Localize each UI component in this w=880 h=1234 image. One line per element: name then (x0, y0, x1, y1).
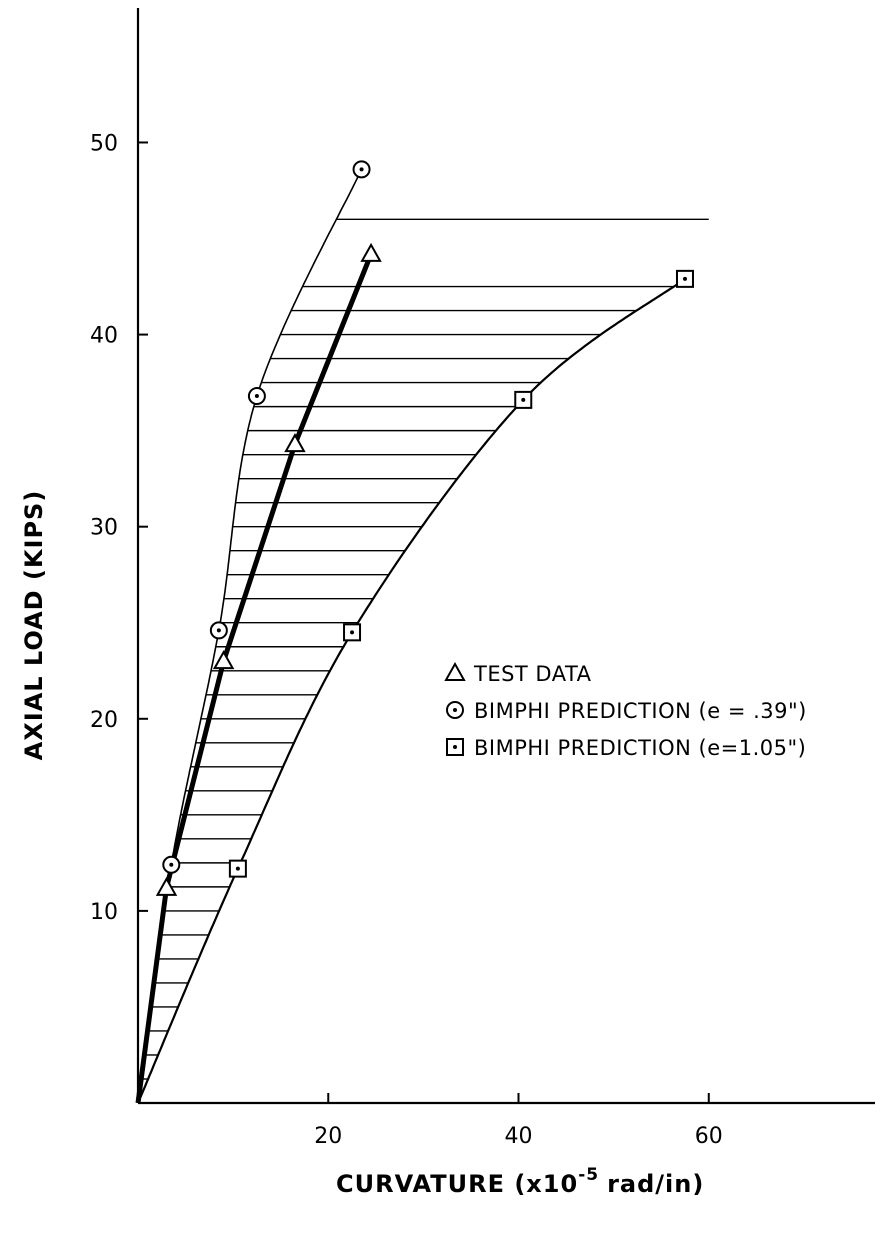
axes (136, 8, 875, 1105)
point-bimphi-105-dot (682, 276, 687, 281)
point-test-data (155, 876, 178, 896)
tick-labels: 20 40 60 10 20 30 40 50 (90, 131, 723, 1149)
legend-label-bimphi-039: BIMPHI PREDICTION (e = .39") (474, 699, 807, 723)
point-bimphi-039-dot (216, 628, 221, 633)
point-bimphi-105-dot (350, 630, 355, 635)
x-axis-title-unit: rad/in) (607, 1170, 704, 1198)
x-axis-title-exponent: -5 (578, 1165, 599, 1185)
y-axis-title: AXIAL LOAD (KIPS) (20, 490, 48, 761)
legend-square-marker (446, 738, 464, 756)
legend-triangle-marker (444, 661, 466, 681)
point-bimphi-039-dot (169, 862, 174, 867)
point-bimphi-039-dot (359, 167, 364, 172)
x-tick-label: 20 (314, 1124, 342, 1149)
x-tick-label: 60 (695, 1124, 723, 1149)
series-markers (155, 160, 694, 896)
x-tick-label: 40 (505, 1124, 533, 1149)
y-tick-label: 20 (90, 708, 118, 733)
y-tick-label: 30 (90, 516, 118, 541)
point-bimphi-039-dot (254, 394, 259, 399)
point-bimphi-105-dot (521, 397, 526, 402)
legend-label-bimphi-105: BIMPHI PREDICTION (e=1.05") (474, 736, 806, 760)
y-tick-label: 50 (90, 131, 118, 156)
point-test-data (360, 242, 382, 262)
legend-item-test-data: TEST DATA (444, 661, 592, 686)
y-tick-label: 10 (90, 900, 118, 925)
point-bimphi-105-dot (235, 866, 240, 871)
y-tick-label: 40 (90, 324, 118, 349)
x-axis-title: CURVATURE (x10-5 rad/in) (336, 1165, 704, 1198)
series-line-bimphi-105 (136, 278, 686, 1104)
legend-circle-marker (446, 701, 464, 719)
legend-item-bimphi-105: BIMPHI PREDICTION (e=1.05") (446, 736, 806, 760)
series-line-test-data (135, 252, 374, 1104)
x-axis-title-main: CURVATURE (x10 (336, 1170, 578, 1198)
legend: TEST DATA BIMPHI PREDICTION (e = .39") B… (444, 661, 807, 760)
legend-circle-marker-dot (453, 708, 457, 712)
point-test-data (212, 650, 235, 670)
legend-item-bimphi-039: BIMPHI PREDICTION (e = .39") (446, 699, 807, 723)
point-test-data (284, 433, 306, 453)
hatching-region (141, 218, 709, 1080)
legend-square-marker-dot (453, 745, 457, 749)
series-line-bimphi-039 (137, 169, 363, 1104)
legend-label-test-data: TEST DATA (473, 662, 592, 686)
